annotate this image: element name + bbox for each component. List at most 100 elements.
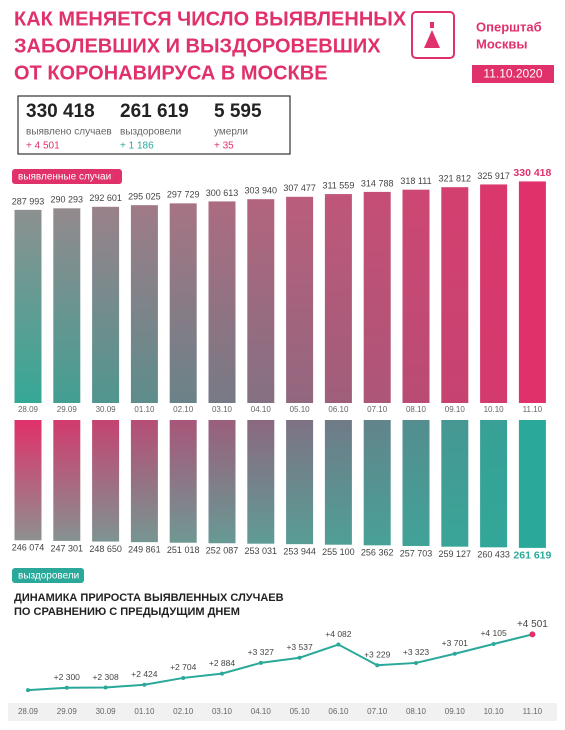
title-line: ЗАБОЛЕВШИХ И ВЫЗДОРОВЕВШИХ xyxy=(14,35,381,57)
bar xyxy=(441,187,469,403)
bar xyxy=(363,191,391,403)
point xyxy=(336,642,341,647)
data-label: 295 025 xyxy=(128,192,161,202)
summary-delta: + 35 xyxy=(214,141,234,152)
bar xyxy=(14,209,42,403)
date-badge xyxy=(472,65,554,83)
data-label: 314 788 xyxy=(361,178,394,188)
series-name: выздоровели xyxy=(18,571,79,582)
data-label: 247 301 xyxy=(51,543,84,553)
data-label: 252 087 xyxy=(206,546,239,556)
data-label: 321 812 xyxy=(439,174,472,184)
data-label: +3 229 xyxy=(364,649,391,659)
bar xyxy=(53,208,81,403)
x-tick-label: 06.10 xyxy=(328,707,349,716)
x-tick-label: 09.10 xyxy=(445,405,466,414)
logo-emblem xyxy=(424,22,440,48)
data-label: +2 704 xyxy=(170,662,197,672)
title-line: ОТ КОРОНАВИРУСА В МОСКВЕ xyxy=(14,62,328,84)
x-tick-label: 06.10 xyxy=(328,405,349,414)
x-tick-label: 28.09 xyxy=(18,707,39,716)
bar xyxy=(130,205,158,403)
data-label: +2 300 xyxy=(54,672,81,682)
bar xyxy=(518,181,546,403)
x-tick-label: 04.10 xyxy=(251,707,272,716)
bar xyxy=(130,420,158,543)
point xyxy=(491,641,496,646)
bar xyxy=(324,420,352,545)
data-label: 318 111 xyxy=(400,176,431,186)
x-tick-label: 30.09 xyxy=(96,405,117,414)
bar xyxy=(518,420,546,548)
bar xyxy=(14,420,42,541)
bar xyxy=(324,194,352,403)
point xyxy=(414,660,418,665)
point xyxy=(375,663,380,668)
data-label: +3 323 xyxy=(403,647,430,657)
point xyxy=(220,671,224,676)
point xyxy=(181,675,186,680)
point xyxy=(26,688,30,693)
x-tick-label: 28.09 xyxy=(18,405,39,414)
x-tick-label: 10.10 xyxy=(484,707,505,716)
bar xyxy=(92,420,120,542)
x-tick-label: 01.10 xyxy=(134,405,155,414)
data-label: +2 424 xyxy=(131,669,158,679)
data-label: 255 100 xyxy=(322,547,355,557)
summary-value: 330 418 xyxy=(26,101,95,122)
x-tick-label: 08.10 xyxy=(406,707,427,716)
x-tick-label: 03.10 xyxy=(212,707,233,716)
data-label: 246 074 xyxy=(12,543,45,553)
bar xyxy=(402,189,430,403)
data-label: +2 884 xyxy=(209,658,236,668)
logo xyxy=(411,11,455,59)
data-label: 249 861 xyxy=(128,545,161,555)
bar xyxy=(92,206,120,403)
data-label: 307 477 xyxy=(283,183,316,193)
x-tick-label: 08.10 xyxy=(406,405,427,414)
x-tick-label: 11.10 xyxy=(523,405,543,414)
data-label: +2 308 xyxy=(92,672,119,682)
line xyxy=(27,633,533,692)
bar xyxy=(208,420,236,544)
x-tick-label: 05.10 xyxy=(290,405,311,414)
recovered-chart: выздоровели 246 074 247 301 248 650 249 861 2… xyxy=(12,420,552,583)
x-tick-label: 05.10 xyxy=(290,707,311,716)
data-label: 256 362 xyxy=(361,548,394,558)
axis-band xyxy=(8,703,557,721)
summary-delta: + 1 186 xyxy=(120,141,154,152)
bar xyxy=(363,420,391,546)
data-label: +3 327 xyxy=(248,647,275,657)
summary-label: выявлено случаев xyxy=(26,127,112,138)
brand: Москвы xyxy=(476,36,527,51)
series-tag xyxy=(12,568,84,583)
bar xyxy=(53,420,81,541)
bar xyxy=(247,420,275,544)
data-label: 325 917 xyxy=(477,171,510,181)
summary: 330 418 выявлено случаев + 4 501 261 619 выз… xyxy=(26,101,262,152)
data-label: 260 433 xyxy=(477,550,510,560)
data-label: +4 501 xyxy=(517,619,548,630)
data-label: 253 031 xyxy=(245,546,278,556)
summary-value: 5 595 xyxy=(214,101,262,122)
data-label: 297 729 xyxy=(167,190,200,200)
point xyxy=(258,660,263,665)
point xyxy=(452,651,457,656)
x-tick-label: 02.10 xyxy=(173,405,194,414)
x-tick-label: 10.10 xyxy=(484,405,505,414)
series-tag xyxy=(12,169,122,184)
point xyxy=(297,655,302,660)
data-label: 259 127 xyxy=(439,549,472,559)
data-label: 300 613 xyxy=(206,188,239,198)
chart-title: ДИНАМИКА ПРИРОСТА ВЫЯВЛЕННЫХ СЛУЧАЕВ xyxy=(14,592,284,604)
summary-label: выздоровели xyxy=(120,127,181,138)
x-tick-label: 29.09 xyxy=(57,707,78,716)
data-label: 292 601 xyxy=(89,193,122,203)
x-tick-label: 02.10 xyxy=(173,707,194,716)
series-name: выявленные случаи xyxy=(18,172,111,183)
bar xyxy=(286,420,314,545)
data-label: 287 993 xyxy=(12,196,45,206)
header: КАК МЕНЯЕТСЯ ЧИСЛО ВЫЯВЛЕННЫХ ЗАБОЛЕВШИХ… xyxy=(14,8,407,84)
data-label: +4 105 xyxy=(480,628,507,638)
